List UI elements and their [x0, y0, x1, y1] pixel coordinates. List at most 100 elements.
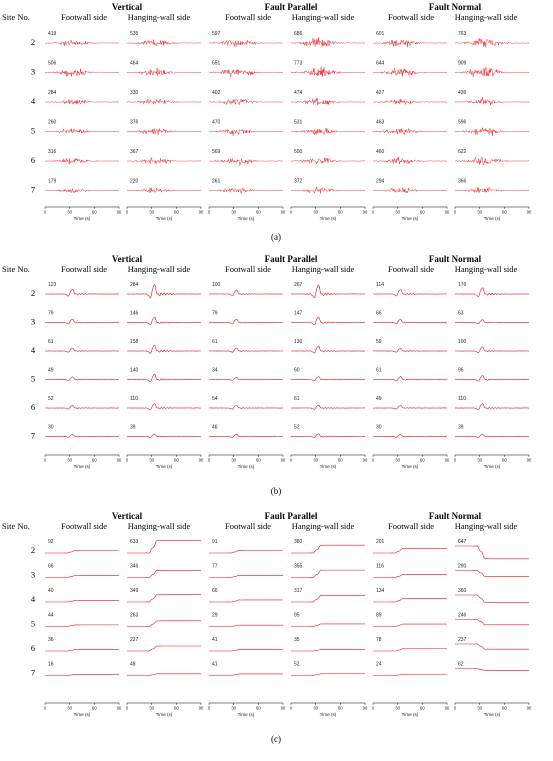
- x-tick-label: 30: [477, 210, 482, 215]
- x-axis-label: Time (s): [238, 464, 255, 469]
- x-tick-label: 90: [199, 706, 204, 711]
- peak-value-label: 402: [212, 90, 221, 96]
- trace: [290, 433, 366, 439]
- component-header: Vertical: [112, 254, 143, 264]
- peak-value-label: 52: [294, 425, 300, 431]
- site-number: 5: [31, 126, 35, 136]
- x-axis-label: Time (s): [74, 712, 91, 717]
- peak-value-label: 30: [376, 425, 382, 431]
- peak-value-label: 470: [212, 120, 221, 126]
- trace: [209, 673, 283, 676]
- x-axis-label: Time (s): [74, 464, 91, 469]
- trace: [209, 550, 283, 554]
- x-tick-label: 0: [208, 210, 211, 215]
- trace: [44, 404, 120, 410]
- trace: [455, 619, 529, 626]
- x-tick-label: 90: [199, 210, 204, 215]
- x-tick-label: 60: [92, 210, 97, 215]
- peak-value-label: 290: [458, 564, 467, 570]
- side-label: Hanging-wall side: [455, 521, 518, 531]
- trace: [454, 126, 530, 136]
- site-number: 7: [31, 668, 35, 678]
- x-tick-label: 0: [454, 706, 457, 711]
- peak-value-label: 263: [130, 613, 139, 619]
- trace: [372, 434, 448, 438]
- peak-value-label: 54: [212, 396, 218, 402]
- trace: [45, 624, 119, 627]
- peak-value-label: 62: [458, 662, 464, 668]
- x-tick-label: 60: [338, 458, 343, 463]
- peak-value-label: 317: [294, 588, 303, 594]
- peak-value-label: 633: [130, 539, 139, 545]
- x-tick-label: 90: [445, 458, 450, 463]
- site-no-label: Site No.: [2, 12, 30, 22]
- x-tick-label: 0: [290, 458, 293, 463]
- peak-value-label: 66: [376, 311, 382, 317]
- x-tick-label: 30: [395, 706, 400, 711]
- peak-value-label: 60: [294, 368, 300, 374]
- component-header: Fault Parallel: [265, 2, 318, 12]
- x-tick-label: 90: [199, 458, 204, 463]
- trace: [208, 98, 284, 106]
- trace: [372, 289, 448, 297]
- side-label: Footwall side: [388, 264, 434, 274]
- side-label: Hanging-wall side: [128, 264, 191, 274]
- x-tick-label: 90: [527, 210, 532, 215]
- trace: [208, 318, 284, 325]
- trace: [45, 550, 119, 554]
- trace: [454, 156, 530, 166]
- trace: [291, 594, 365, 603]
- peak-value-label: 506: [48, 61, 57, 67]
- trace: [455, 643, 529, 650]
- trace: [44, 99, 120, 105]
- x-tick-label: 0: [372, 706, 375, 711]
- peak-value-label: 597: [212, 31, 221, 37]
- x-tick-label: 30: [395, 458, 400, 463]
- peak-value-label: 52: [294, 662, 300, 668]
- x-tick-label: 90: [117, 706, 122, 711]
- site-number: 3: [31, 67, 35, 77]
- site-number: 4: [31, 96, 36, 106]
- peak-value-label: 44: [48, 613, 54, 619]
- side-label: Hanging-wall side: [455, 12, 518, 22]
- x-axis-label: Time (s): [74, 216, 91, 221]
- x-tick-label: 90: [363, 458, 368, 463]
- peak-value-label: 110: [458, 396, 466, 402]
- trace: [454, 186, 530, 194]
- trace: [126, 187, 202, 193]
- trace: [126, 433, 202, 438]
- x-tick-label: 90: [281, 458, 286, 463]
- x-axis-label: Time (s): [402, 712, 419, 717]
- x-axis-label: Time (s): [484, 712, 501, 717]
- peak-value-label: 100: [458, 339, 467, 345]
- x-tick-label: 30: [231, 458, 236, 463]
- peak-value-label: 644: [376, 61, 385, 67]
- x-axis-label: Time (s): [484, 464, 501, 469]
- peak-value-label: 96: [458, 368, 464, 374]
- x-tick-label: 30: [477, 458, 482, 463]
- trace: [290, 157, 366, 164]
- peak-value-label: 52: [48, 396, 54, 402]
- site-number: 6: [31, 402, 35, 412]
- peak-value-label: 909: [458, 61, 467, 67]
- trace: [372, 39, 448, 48]
- trace: [208, 377, 284, 381]
- side-label: Footwall side: [388, 12, 434, 22]
- x-tick-label: 0: [290, 210, 293, 215]
- x-tick-label: 30: [67, 458, 72, 463]
- x-tick-label: 90: [117, 210, 122, 215]
- x-tick-label: 30: [67, 210, 72, 215]
- x-tick-label: 60: [420, 458, 425, 463]
- x-tick-label: 0: [290, 706, 293, 711]
- peak-value-label: 284: [48, 90, 57, 96]
- site-number: 4: [31, 345, 36, 355]
- component-header: Vertical: [112, 2, 143, 12]
- x-tick-label: 60: [256, 458, 261, 463]
- peak-value-label: 49: [48, 368, 54, 374]
- trace: [454, 67, 530, 78]
- trace: [44, 158, 120, 165]
- x-tick-label: 60: [502, 210, 507, 215]
- trace: [126, 345, 201, 354]
- trace: [454, 38, 530, 48]
